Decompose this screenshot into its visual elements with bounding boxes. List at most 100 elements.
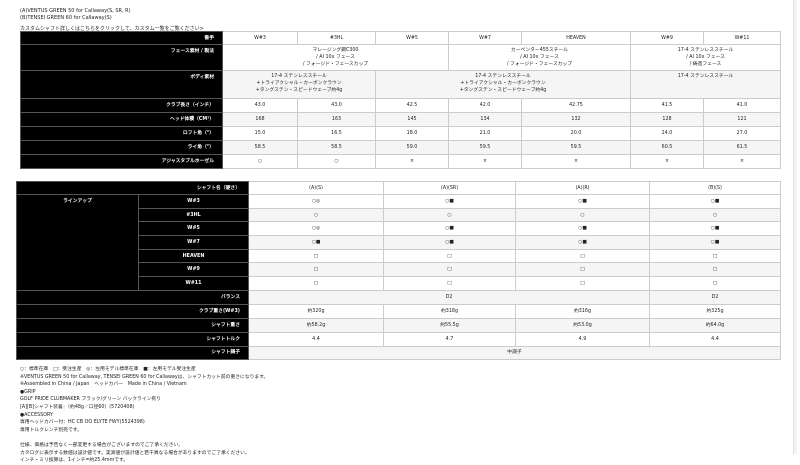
lineup-cell: ○■ <box>649 235 781 250</box>
spec-cell: 59.5 <box>448 140 522 155</box>
spec-table: 番手 W#3 #3HL W#5 W#7 HEAVEN W#9 W#11 フェース… <box>20 31 781 169</box>
spec-cell: 134 <box>448 112 522 127</box>
spec-row-label: アジャスタブルホーゼル <box>20 154 223 169</box>
model-w3: W#3 <box>222 31 298 45</box>
note-line: [A][B]シャフト装着：（約48g／口径60）(5720408) <box>20 404 135 410</box>
club-weight-cell: 約325g <box>649 303 781 319</box>
model-w11: W#11 <box>703 31 781 45</box>
spec-cell: 60.5 <box>630 140 704 155</box>
lineup-cell: □ <box>248 276 384 291</box>
shaft-torque-cell: 4.4 <box>248 331 384 347</box>
lineup-cell: □ <box>649 276 781 291</box>
spec-row-label: ライ角（°） <box>20 140 223 155</box>
shaft-col: (A)(R) <box>515 181 650 195</box>
lineup-cell: □ <box>515 276 650 291</box>
lineup-label: ラインアップ <box>16 194 139 291</box>
spec-cell: 21.0 <box>448 126 522 141</box>
model-w7: W#7 <box>448 31 522 45</box>
club-weight-row: クラブ重さ(W#3) 約320g 約318g 約316g 約325g <box>16 303 781 319</box>
spec-cell: 15.0 <box>222 126 298 141</box>
note-line: ●ACCESSORY <box>20 412 53 418</box>
note-line <box>20 434 268 442</box>
lineup-cell: □ <box>248 262 384 278</box>
face-cell: カーペンター455スチール / AI 10x フェース / フォージド・フェース… <box>448 44 631 71</box>
spec-cell: 42.5 <box>375 98 449 113</box>
spec-cell: 20.0 <box>521 126 631 141</box>
spec-row: ライ角（°） 58.5 58.5 59.0 59.5 59.5 60.5 61.5 <box>20 140 781 155</box>
face-cell: 17-4 ステンレススチール / AI 10x フェース / 鋳造フェース <box>630 44 781 71</box>
club-weight-cell: 約316g <box>515 303 650 319</box>
spec-cell: × <box>521 154 631 169</box>
custom-shaft-link[interactable]: カスタムシャフト詳しくはこちらをクリックして、カスタム一覧をご覧ください> <box>20 26 204 32</box>
lineup-cell: □ <box>383 276 516 291</box>
spec-cell: × <box>448 154 522 169</box>
lineup-model: W#7 <box>138 235 249 250</box>
spec-cell: 58.5 <box>222 140 298 155</box>
spec-cell: 128 <box>630 112 704 127</box>
notes: ○：標準在庫 □：受注生産 ◎：左用モデル標準在庫 ■：左用モデル受注生産 ※VE… <box>20 366 268 465</box>
lineup-cell: □ <box>248 248 384 264</box>
spec-cell: 41.0 <box>703 98 781 113</box>
scrollbar[interactable] <box>793 0 797 454</box>
lineup-cell: ○ <box>383 207 516 223</box>
spec-cell: 132 <box>521 112 631 127</box>
balance-cell: D2 <box>649 289 781 305</box>
spec-cell: 163 <box>297 112 376 127</box>
spec-cell: 59.0 <box>375 140 449 155</box>
spec-cell: 24.0 <box>630 126 704 141</box>
lineup-cell: ○■ <box>515 235 650 250</box>
lineup-cell: ○◎ <box>248 221 384 237</box>
shaft-torque-cell: 4.4 <box>649 331 781 347</box>
spec-cell: 43.0 <box>297 98 376 113</box>
spec-cell: 16.5 <box>297 126 376 141</box>
spec-cell: × <box>703 154 781 169</box>
balance-label: バランス <box>16 289 249 305</box>
note-line: 専用トルクレンチ別売です。 <box>20 427 82 433</box>
model-3hl: #3HL <box>297 31 376 45</box>
spec-cell: × <box>375 154 449 169</box>
lineup-cell: ○■ <box>515 221 650 237</box>
model-header-label: 番手 <box>20 31 223 45</box>
body-cell: 17-4 ステンレススチール +トライアクシャル・カーボンクラウン +タングステ… <box>375 70 631 99</box>
spec-cell: 41.5 <box>630 98 704 113</box>
kick-row: シャフト調子 中調子 <box>16 345 781 360</box>
note-line: GOLF PRIDE CLUBMAKER ブラック/グリーン バックライン有り <box>20 397 162 403</box>
body-label: ボディ素材 <box>20 70 223 99</box>
body-cell: 17-4 ステンレススチール <box>630 70 781 99</box>
shaft-weight-cell: 約58.2g <box>248 317 384 333</box>
face-row: フェース素材 / 製法 マレージング鋼C300 / AI 10x フェース / … <box>20 44 781 71</box>
lineup-cell: ○■ <box>248 235 384 250</box>
spec-cell: 42.0 <box>448 98 522 113</box>
shaft-weight-cell: 約53.0g <box>515 317 650 333</box>
shaft-weight-cell: 約64.0g <box>649 317 781 333</box>
note-line: ※VENTUS GREEN 50 for Callaway, TENSEI GR… <box>20 374 269 380</box>
shaft-col: (A)(S) <box>248 181 384 195</box>
lineup-cell: □ <box>649 248 781 264</box>
lineup-cell: ○◎ <box>248 194 384 209</box>
spec-cell: 18.0 <box>375 126 449 141</box>
lineup-model: W#9 <box>138 262 249 278</box>
shaft-torque-cell: 4.7 <box>383 331 516 347</box>
note-line: ○：標準在庫 □：受注生産 ◎：左用モデル標準在庫 ■：左用モデル受注生産 <box>20 367 196 372</box>
lineup-row: ラインアップ W#3 ○◎ ○■ ○■ ○■ <box>16 194 781 291</box>
spec-row-label: クラブ長さ（インチ） <box>20 98 223 113</box>
note-line: カタログに表示する数値は設計値です。実測値が設計値と若干異なる場合がありますので… <box>20 450 250 456</box>
model-w5: W#5 <box>375 31 449 45</box>
shaft-col: (A)(SR) <box>383 181 516 195</box>
kick-label: シャフト調子 <box>16 345 249 360</box>
spec-cell: 43.0 <box>222 98 298 113</box>
lineup-cell: □ <box>515 262 650 278</box>
spec-row: ロフト角（°） 15.0 16.5 18.0 21.0 20.0 24.0 27.0 <box>20 126 781 141</box>
shaft-weight-label: シャフト重さ <box>16 317 249 333</box>
spec-cell: 27.0 <box>703 126 781 141</box>
model-heaven: HEAVEN <box>521 31 631 45</box>
shaft-header-row: シャフト名（硬さ） (A)(S) (A)(SR) (A)(R) (B)(S) <box>16 181 781 195</box>
spec-cell: 145 <box>375 112 449 127</box>
shaft-weight-row: シャフト重さ 約58.2g 約55.5g 約53.0g 約64.0g <box>16 317 781 333</box>
note-line: ※Assembled in China / Japan ヘッドカバー Made … <box>20 382 187 388</box>
lineup-cell: ○ <box>248 207 384 223</box>
spec-row: クラブ長さ（インチ） 43.0 43.0 42.5 42.0 42.75 41.5 41.0 <box>20 98 781 113</box>
spec-cell: × <box>630 154 704 169</box>
lineup-cell: ○■ <box>383 221 516 237</box>
lineup-cell: ○■ <box>649 194 781 209</box>
